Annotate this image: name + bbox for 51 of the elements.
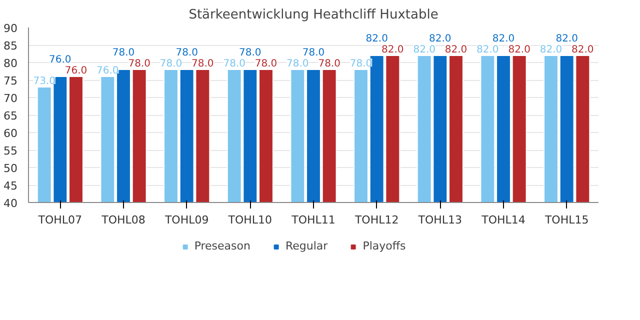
data-label: 76.0 [64, 66, 88, 76]
data-label: 78.0 [128, 58, 150, 70]
y-tick-label: 40 [4, 197, 18, 210]
data-label: 76.0 [49, 54, 72, 66]
chart-title: Stärkeentwicklung Heathcliff Huxtable [188, 8, 438, 22]
data-label: 78.0 [223, 58, 246, 70]
data-label: 78.0 [286, 58, 309, 70]
x-tick-label: TOHL14 [480, 214, 526, 226]
data-label: 82.0 [540, 44, 562, 56]
data-label: 78.0 [239, 48, 262, 58]
x-tick-label: TOHL12 [354, 214, 399, 226]
data-label: 73.0 [33, 76, 56, 87]
y-tick-label: 55 [4, 144, 18, 158]
y-tick-label: 80 [4, 57, 18, 70]
data-label: 82.0 [476, 44, 499, 56]
y-tick-label: 90 [4, 22, 18, 35]
x-tick-label: TOHL07 [37, 214, 82, 226]
y-tick-label: 65 [4, 110, 18, 122]
data-label: 82.0 [508, 44, 530, 56]
x-tick-label: TOHL11 [290, 214, 336, 226]
x-tick-label: TOHL15 [544, 214, 589, 226]
y-tick-label: 75 [4, 74, 18, 88]
data-label: 78.0 [318, 58, 340, 70]
legend-label: Preseason [194, 240, 250, 252]
y-tick-label: 85 [4, 40, 18, 52]
legend-label: Regular [285, 240, 328, 252]
data-label: 82.0 [413, 44, 436, 56]
data-label: 82.0 [572, 44, 594, 56]
data-label: 78.0 [176, 48, 198, 58]
data-label: 82.0 [429, 34, 452, 44]
x-tick-label: TOHL08 [100, 214, 146, 226]
data-label: 76.0 [96, 66, 119, 76]
data-label: 82.0 [444, 44, 468, 56]
x-tick-label: TOHL10 [227, 214, 272, 226]
y-tick-label: 70 [4, 92, 18, 105]
data-label: 78.0 [302, 48, 325, 58]
data-label: 78.0 [112, 48, 135, 58]
x-tick-label: TOHL13 [417, 214, 462, 226]
y-tick-label: 45 [4, 180, 18, 192]
data-label: 78.0 [192, 58, 214, 70]
data-label: 78.0 [350, 58, 372, 70]
data-label: 82.0 [492, 34, 515, 44]
y-tick-label: 60 [4, 127, 18, 140]
data-label: 78.0 [254, 58, 278, 70]
legend-label: Playoffs [362, 240, 406, 252]
y-tick-label: 50 [4, 162, 18, 175]
data-label: 82.0 [366, 34, 388, 44]
data-label: 82.0 [556, 34, 578, 44]
data-label: 82.0 [382, 44, 404, 56]
x-tick-label: TOHL09 [164, 214, 209, 226]
data-label: 78.0 [160, 58, 182, 70]
